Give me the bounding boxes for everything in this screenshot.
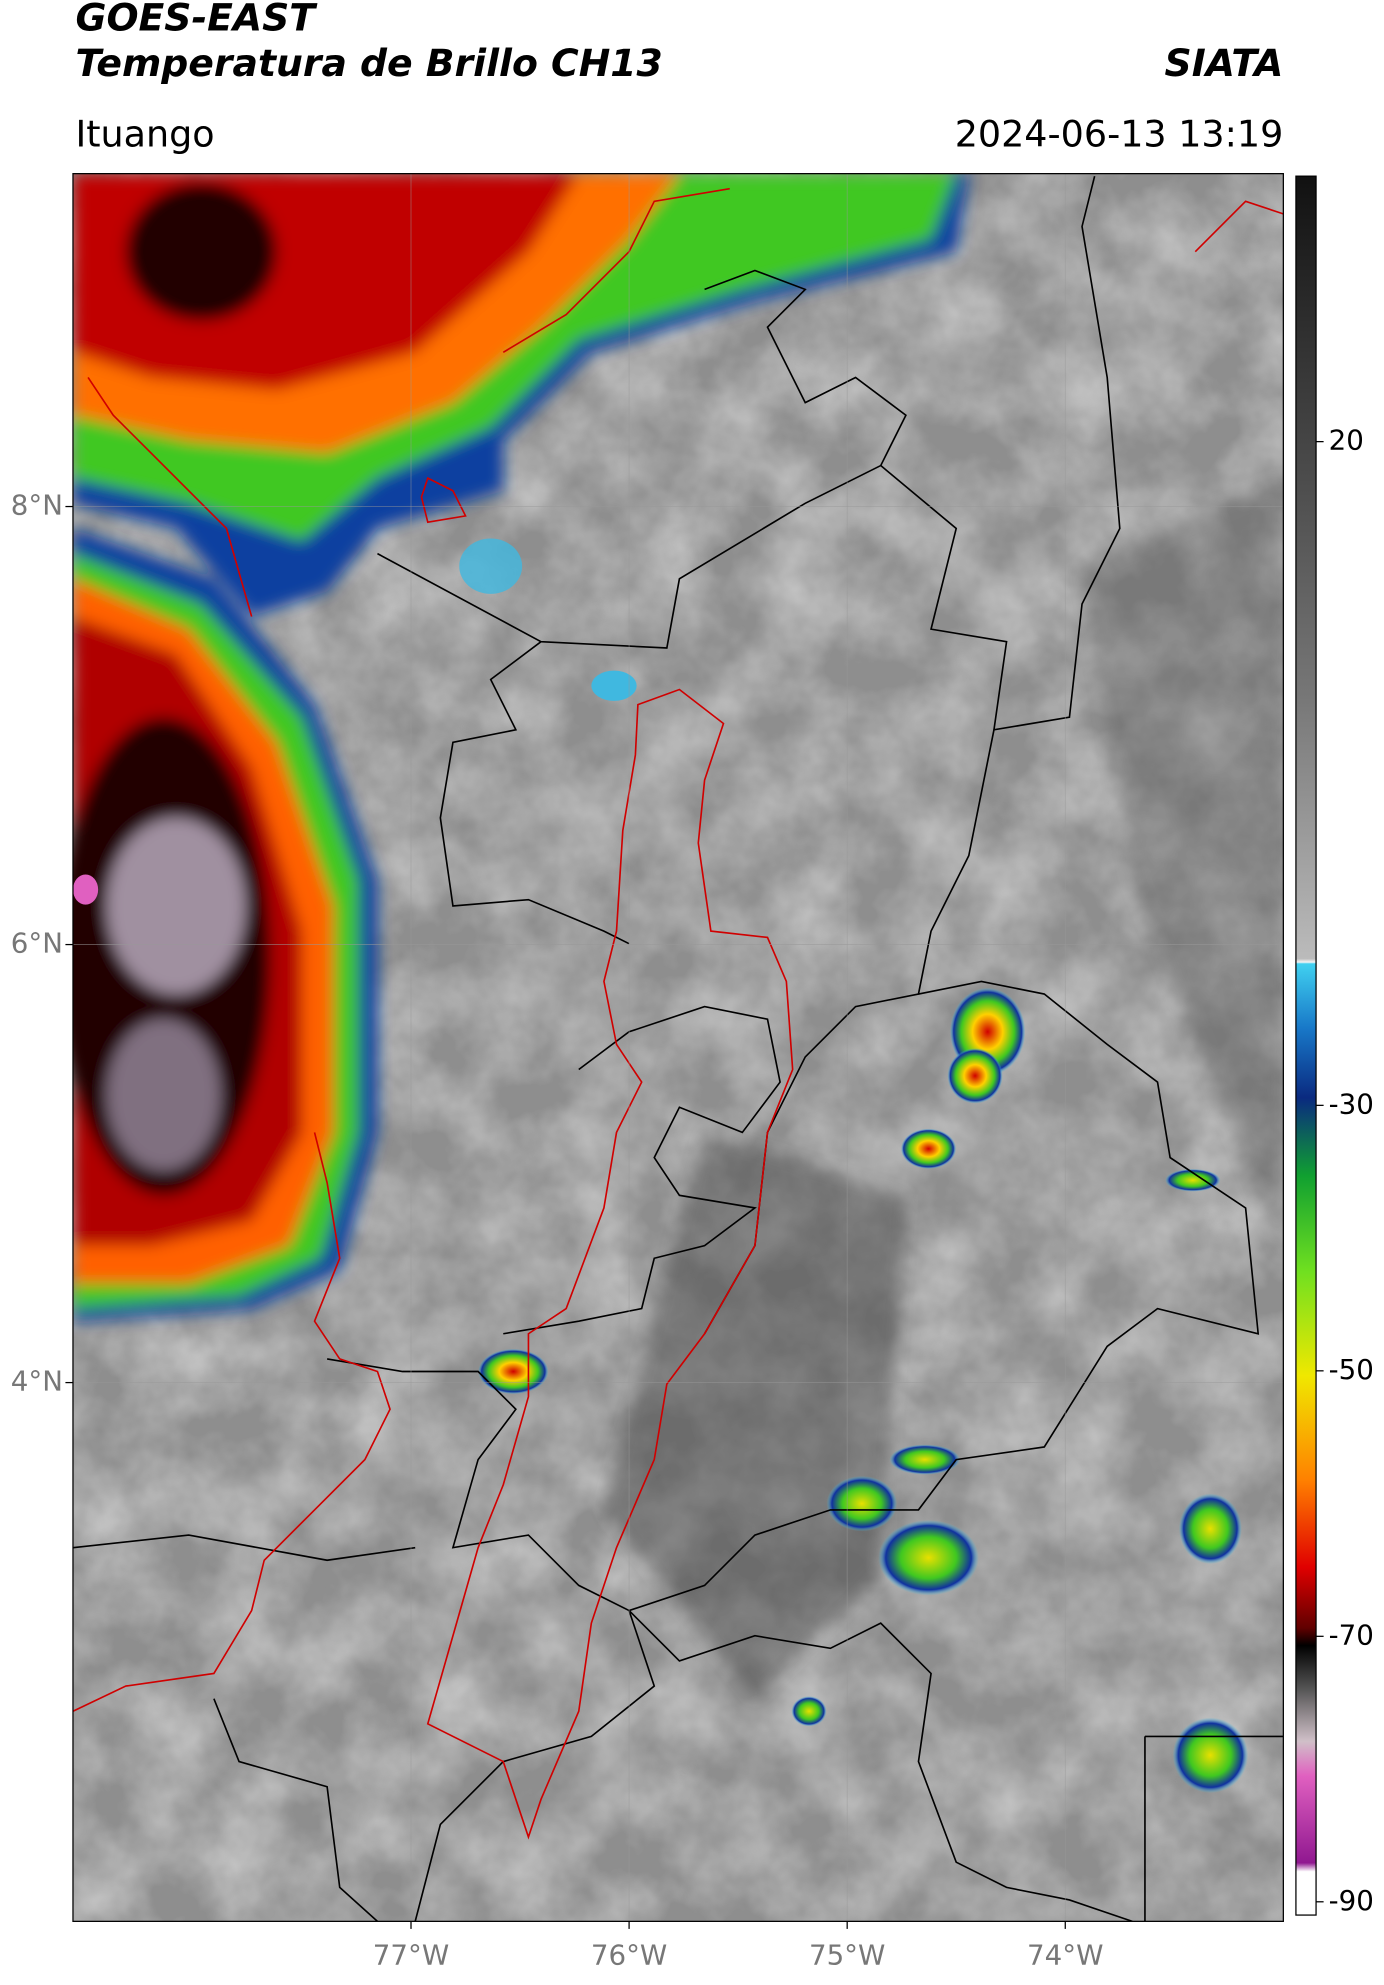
graticule xyxy=(72,173,1284,1922)
x-tick-label: 77°W xyxy=(373,1939,449,1972)
subtitle: Temperatura de Brillo CH13 xyxy=(75,41,662,85)
x-tick-label: 76°W xyxy=(591,1939,667,1972)
datetime: 2024-06-13 13:19 xyxy=(955,112,1284,155)
x-tick-label: 75°W xyxy=(809,1939,885,1972)
brand: SIATA xyxy=(1165,41,1284,85)
colorbar-tick-label: -30 xyxy=(1329,1087,1374,1120)
x-tick-label: 74°W xyxy=(1027,1939,1103,1972)
y-tick-label: 8°N xyxy=(11,489,63,522)
y-tick-label: 4°N xyxy=(11,1365,63,1398)
colorbar xyxy=(1295,175,1317,1916)
colorbar-tick-label: 20 xyxy=(1329,424,1364,457)
colorbar-tick-label: -50 xyxy=(1329,1353,1374,1386)
location: Ituango xyxy=(75,112,214,155)
y-tick-label: 6°N xyxy=(11,927,63,960)
satellite-image xyxy=(72,173,1284,1922)
colorbar-tick-label: -70 xyxy=(1329,1618,1374,1651)
colorbar-tick-label: -90 xyxy=(1329,1884,1374,1917)
map-frame xyxy=(72,173,1284,1922)
title: GOES-EAST xyxy=(75,0,318,40)
